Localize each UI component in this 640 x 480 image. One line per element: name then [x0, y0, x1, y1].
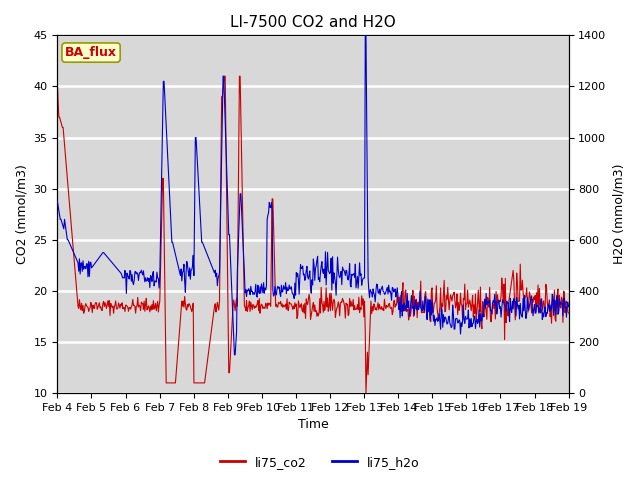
Text: BA_flux: BA_flux: [65, 46, 117, 59]
Title: LI-7500 CO2 and H2O: LI-7500 CO2 and H2O: [230, 15, 396, 30]
X-axis label: Time: Time: [298, 419, 328, 432]
Legend: li75_co2, li75_h2o: li75_co2, li75_h2o: [215, 451, 425, 474]
Y-axis label: CO2 (mmol/m3): CO2 (mmol/m3): [15, 164, 28, 264]
Y-axis label: H2O (mmol/m3): H2O (mmol/m3): [612, 164, 625, 264]
